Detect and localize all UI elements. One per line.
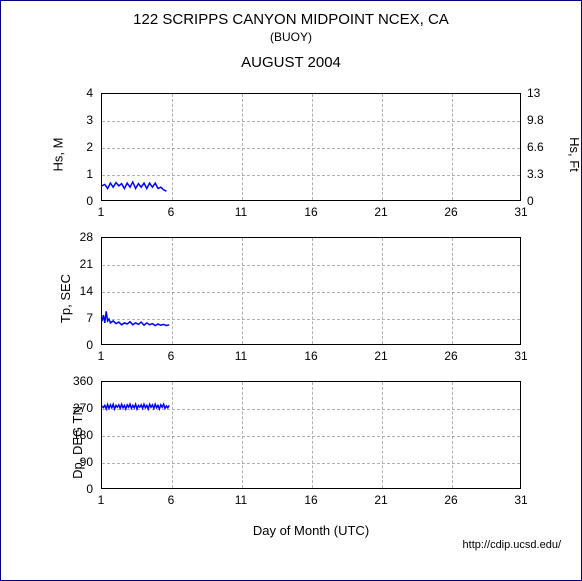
y-axis-label-right: Hs, Ft	[567, 137, 582, 172]
y-tick-label-right: 9.8	[527, 113, 544, 127]
x-tick-label: 6	[168, 205, 175, 219]
y-tick-label-right: 0	[527, 194, 534, 208]
x-tick-label: 11	[235, 493, 247, 507]
x-tick-label: 16	[304, 349, 317, 363]
x-tick-label: 6	[168, 349, 175, 363]
x-tick-label: 31	[514, 493, 527, 507]
x-tick-label: 1	[98, 349, 105, 363]
y-tick-label-right: 6.6	[527, 140, 544, 154]
title-main: 122 SCRIPPS CANYON MIDPOINT NCEX, CA	[1, 11, 581, 28]
x-tick-label: 11	[235, 205, 247, 219]
x-axis-label: Day of Month (UTC)	[253, 523, 369, 538]
x-tick-label: 31	[514, 205, 527, 219]
series-line	[102, 238, 520, 344]
x-tick-label: 31	[514, 349, 527, 363]
x-tick-label: 21	[374, 493, 387, 507]
series-line	[102, 94, 520, 200]
chart-tp	[101, 237, 521, 345]
x-tick-label: 26	[444, 205, 457, 219]
y-tick-label-right: 13	[527, 86, 540, 100]
x-tick-label: 16	[304, 493, 317, 507]
x-tick-label: 6	[168, 493, 175, 507]
y-tick-label-right: 3.3	[527, 167, 544, 181]
title-month: AUGUST 2004	[1, 54, 581, 71]
y-axis-label: Tp, SEC	[58, 274, 73, 323]
title-sub: (BUOY)	[1, 30, 581, 44]
footer-url: http://cdip.ucsd.edu/	[463, 539, 561, 551]
y-axis-label: Hs, M	[50, 138, 65, 172]
x-tick-label: 21	[374, 349, 387, 363]
x-tick-label: 26	[444, 493, 457, 507]
x-tick-label: 26	[444, 349, 457, 363]
y-axis-label: Dp, DEG TN	[70, 406, 85, 479]
x-tick-label: 1	[98, 493, 105, 507]
chart-hs	[101, 93, 521, 201]
x-tick-label: 21	[374, 205, 387, 219]
x-tick-label: 16	[304, 205, 317, 219]
x-tick-label: 11	[235, 349, 247, 363]
chart-dp	[101, 381, 521, 489]
x-tick-label: 1	[98, 205, 105, 219]
figure-container: 122 SCRIPPS CANYON MIDPOINT NCEX, CA (BU…	[0, 0, 582, 581]
series-line	[102, 382, 520, 488]
